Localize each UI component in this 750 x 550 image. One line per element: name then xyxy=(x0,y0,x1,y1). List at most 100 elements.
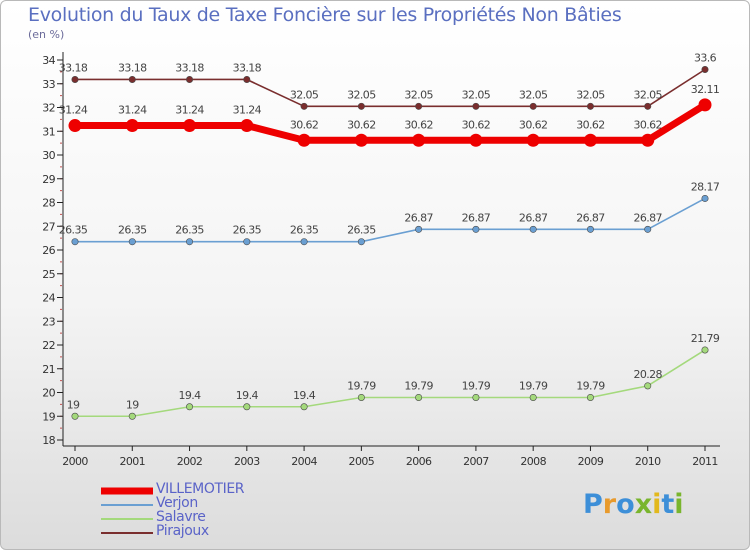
data-point xyxy=(586,225,594,233)
data-label: 26.87 xyxy=(462,211,491,224)
data-label: 19.4 xyxy=(293,389,316,402)
data-label: 30.62 xyxy=(576,118,605,131)
data-point xyxy=(240,119,254,133)
data-label: 32.05 xyxy=(404,88,433,101)
x-tick-label: 2003 xyxy=(234,455,260,468)
x-tick-label: 2001 xyxy=(119,455,145,468)
data-point xyxy=(412,133,426,147)
y-tick-label: 26 xyxy=(42,244,55,257)
data-point xyxy=(586,102,594,110)
proxiti-logo: Proxiti xyxy=(583,489,684,520)
data-label: 33.18 xyxy=(59,61,88,74)
logo-letter: o xyxy=(616,489,635,520)
data-point xyxy=(472,102,480,110)
series-line-verjon xyxy=(74,197,706,243)
data-point xyxy=(243,238,251,246)
y-tick-label: 20 xyxy=(42,387,55,400)
legend-swatch xyxy=(101,487,153,495)
y-tick-label: 19 xyxy=(42,410,55,423)
data-label: 19.79 xyxy=(404,379,433,392)
data-point xyxy=(644,102,652,110)
legend-swatch xyxy=(101,518,153,520)
data-label: 32.05 xyxy=(633,88,662,101)
data-point xyxy=(357,393,365,401)
data-point xyxy=(357,102,365,110)
x-tick-label: 2006 xyxy=(406,455,432,468)
data-point xyxy=(526,133,540,147)
y-tick-label: 27 xyxy=(42,220,55,233)
data-point xyxy=(472,225,480,233)
data-point xyxy=(300,238,308,246)
data-point xyxy=(186,403,194,411)
data-label: 19.79 xyxy=(576,379,605,392)
data-label: 20.28 xyxy=(633,368,662,381)
data-label: 19 xyxy=(67,398,80,411)
data-point xyxy=(469,133,483,147)
y-tick-label: 18 xyxy=(42,434,55,447)
legend-swatch xyxy=(101,532,153,534)
data-label: 31.24 xyxy=(175,104,204,117)
logo-letter: P xyxy=(583,489,603,520)
data-point xyxy=(644,382,652,390)
x-tick-label: 2000 xyxy=(62,455,88,468)
y-tick-label: 23 xyxy=(42,315,55,328)
data-point xyxy=(186,75,194,83)
data-point xyxy=(128,75,136,83)
data-label: 33.18 xyxy=(175,61,204,74)
logo-letter: t xyxy=(661,489,675,520)
data-label: 30.62 xyxy=(519,118,548,131)
x-tick-label: 2008 xyxy=(520,455,546,468)
data-label: 30.62 xyxy=(633,118,662,131)
data-point xyxy=(698,98,712,112)
data-label: 32.05 xyxy=(290,88,319,101)
data-point xyxy=(529,225,537,233)
data-point xyxy=(354,133,368,147)
y-tick-label: 34 xyxy=(42,54,55,67)
data-point xyxy=(415,225,423,233)
y-unit-label: (en %) xyxy=(28,28,65,41)
data-label: 28.17 xyxy=(691,180,720,193)
legend-label: Pirajoux xyxy=(156,523,209,539)
legend-label: VILLEMOTIER xyxy=(156,481,245,497)
y-tick-label: 21 xyxy=(42,363,55,376)
data-point xyxy=(529,393,537,401)
data-label: 33.18 xyxy=(233,61,262,74)
logo-letter: i xyxy=(674,489,684,520)
data-label: 30.62 xyxy=(290,118,319,131)
x-tick-label: 2007 xyxy=(463,455,489,468)
data-point xyxy=(300,403,308,411)
data-label: 26.87 xyxy=(404,211,433,224)
data-point xyxy=(583,133,597,147)
legend-label: Salavre xyxy=(156,509,206,525)
data-label: 26.87 xyxy=(633,211,662,224)
data-point xyxy=(128,238,136,246)
x-tick-label: 2011 xyxy=(692,455,718,468)
data-label: 26.87 xyxy=(576,211,605,224)
data-label: 26.35 xyxy=(118,224,147,237)
data-label: 19.79 xyxy=(462,379,491,392)
data-point xyxy=(128,412,136,420)
y-tick-label: 29 xyxy=(42,173,55,186)
data-label: 21.79 xyxy=(691,332,720,345)
data-point xyxy=(472,393,480,401)
y-tick-label: 22 xyxy=(42,339,55,352)
x-tick-label: 2002 xyxy=(177,455,203,468)
data-label: 26.35 xyxy=(347,224,376,237)
data-point xyxy=(183,119,197,133)
data-label: 19 xyxy=(126,398,139,411)
data-point xyxy=(243,403,251,411)
data-label: 26.35 xyxy=(175,224,204,237)
x-tick-label: 2010 xyxy=(635,455,661,468)
data-label: 32.05 xyxy=(462,88,491,101)
data-label: 33.6 xyxy=(694,52,717,65)
data-label: 30.62 xyxy=(404,118,433,131)
y-tick-label: 32 xyxy=(42,102,55,115)
data-point xyxy=(71,75,79,83)
data-label: 26.35 xyxy=(290,224,319,237)
data-point xyxy=(297,133,311,147)
logo-letter: i xyxy=(652,489,662,520)
data-label: 31.24 xyxy=(233,104,262,117)
data-label: 32.05 xyxy=(576,88,605,101)
